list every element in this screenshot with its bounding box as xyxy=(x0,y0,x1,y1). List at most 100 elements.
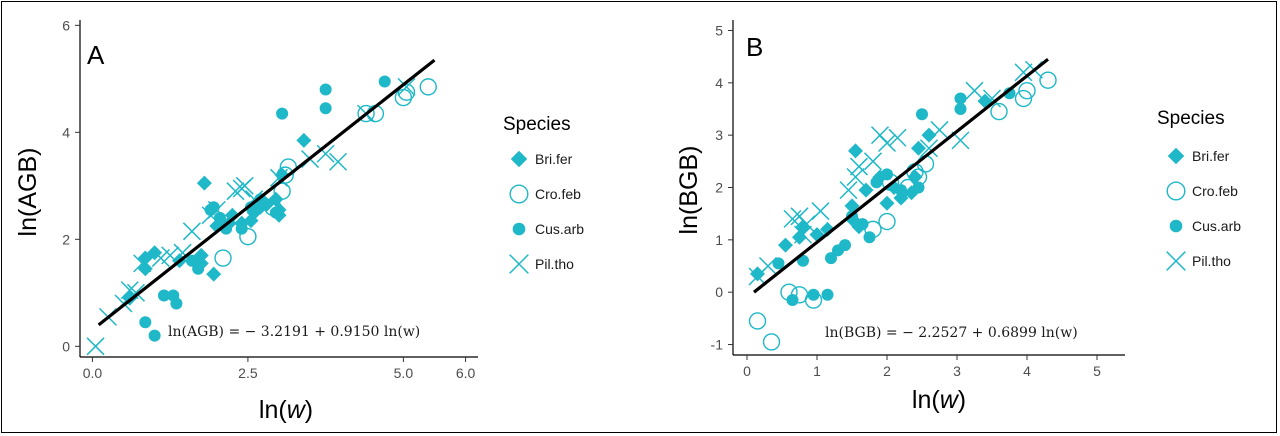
panel-b-point-cro-feb xyxy=(878,212,896,231)
panel-a-point-pil-tho xyxy=(235,176,254,195)
panel-a-marks: 0.0 2.5 5.0 6.0 0 2 4 6 xyxy=(62,17,475,381)
panel-a-point-pil-tho xyxy=(329,152,348,171)
legend-a-label-cro-feb: Cro.feb xyxy=(535,186,581,202)
panel-a-equation: ln(AGB) = − 3.2191 + 0.9150 ln(w) xyxy=(168,324,420,340)
panel-b-x-tick-label: 4 xyxy=(1023,363,1031,379)
panel-b-point-cus-arb xyxy=(839,239,851,252)
panel-b-point-cro-feb xyxy=(1014,89,1033,108)
panel-b-point-cus-arb xyxy=(821,288,834,301)
panel-b-point-cus-arb xyxy=(954,92,967,105)
panel-a-y-tick-label: 4 xyxy=(62,124,70,140)
panel-b-point-pil-tho xyxy=(811,202,830,221)
legend-a-label-bri-fer: Bri.fer xyxy=(535,151,573,167)
panel-a-x-title: ln(w) xyxy=(259,396,313,424)
panel-b-y-tick-label: 0 xyxy=(715,284,723,300)
panel-b-x-tick-label: 5 xyxy=(1093,363,1101,379)
panel-b-point-cro-feb xyxy=(1039,71,1057,89)
panel-a-point-pil-tho xyxy=(161,246,180,265)
panel-a-point-pil-tho xyxy=(316,144,335,163)
panel-a-x-title-w: w xyxy=(287,396,307,424)
panel-a-x-tick-label: 2.5 xyxy=(238,365,258,381)
panel-b-y-tick-label: 5 xyxy=(715,22,723,38)
legend-a-label-cus-arb: Cus.arb xyxy=(535,221,584,237)
panel-b-point-pil-tho xyxy=(965,81,984,100)
panel-b-point-cus-arb xyxy=(772,257,785,270)
panel-b-point-pil-tho xyxy=(863,152,883,171)
legend-a: Species Bri.fer Cro.feb Cus.arb Pil.tho xyxy=(503,114,584,274)
panel-b-y-tick-label: 4 xyxy=(715,75,723,91)
panel-a-point-pil-tho xyxy=(86,337,105,356)
panel-b-x-title: ln(w) xyxy=(912,386,966,414)
panel-a-x-title-prefix: ln( xyxy=(259,396,287,424)
panel-b-point-bri-fer xyxy=(921,127,937,143)
panel-a-x-tick-label: 5.0 xyxy=(394,365,414,381)
panel-b: B ln(w) ln(BGB) ln(BGB) = − 2.2527 + 0.6… xyxy=(675,20,1125,414)
panel-b-point-cro-feb xyxy=(762,333,781,351)
panel-b-fit-line xyxy=(753,58,1049,294)
legend-b-label-bri-fer: Bri.fer xyxy=(1192,148,1230,164)
panel-b-point-pil-tho xyxy=(877,133,897,153)
panel-b-x-tick-label: 0 xyxy=(743,363,751,379)
panel-b-point-pil-tho xyxy=(846,168,865,187)
legend-a-label-pil-tho: Pil.tho xyxy=(535,256,574,272)
panel-b-point-bri-fer xyxy=(820,221,835,237)
panel-b-point-cus-arb xyxy=(912,181,925,194)
panel-a-point-cus-arb xyxy=(157,289,170,302)
legend-b-label-cro-feb: Cro.feb xyxy=(1192,183,1238,199)
legend-b-key-bri-fer xyxy=(1167,147,1185,165)
panel-b-point-bri-fer xyxy=(848,143,863,159)
panel-b-point-pil-tho xyxy=(919,139,939,158)
panel-b-x-title-suffix: ) xyxy=(958,386,966,414)
panel-b-point-cus-arb xyxy=(863,231,876,244)
panel-b-point-cro-feb xyxy=(1018,81,1036,100)
panel-b-point-cus-arb xyxy=(856,218,869,231)
panel-b-equation: ln(BGB) = − 2.2527 + 0.6899 ln(w) xyxy=(825,325,1078,341)
panel-a-point-cus-arb xyxy=(319,83,332,96)
panel-b-point-cus-arb xyxy=(786,294,799,307)
legend-b-key-pil-tho xyxy=(1166,251,1186,271)
panel-a-point-cus-arb xyxy=(276,107,289,120)
panel-b-point-cro-feb xyxy=(990,102,1008,121)
panel-b-point-cus-arb xyxy=(895,184,907,197)
panel-b-marks: 0 1 2 3 4 5 -1 0 1 2 3 4 5 xyxy=(711,22,1102,379)
panel-a-point-pil-tho xyxy=(269,168,289,187)
panel-b-point-cus-arb xyxy=(825,252,837,265)
panel-a-point-cro-feb xyxy=(394,88,413,107)
panel-a-point-pil-tho xyxy=(207,200,226,219)
panel-b-y-tick-label: 2 xyxy=(715,180,723,196)
panel-a-point-cus-arb xyxy=(170,297,183,310)
panel-b-point-pil-tho xyxy=(849,157,869,176)
panel-b-point-cus-arb xyxy=(881,168,893,181)
panel-a-point-cus-arb xyxy=(378,75,391,88)
panel-b-point-bri-fer xyxy=(778,237,793,253)
panel-b-letter: B xyxy=(746,32,763,62)
panel-b-point-bri-fer xyxy=(750,266,765,282)
panel-b-point-pil-tho xyxy=(839,181,858,200)
panel-b-y-tick-label: 1 xyxy=(715,232,723,248)
panel-a-point-bri-fer xyxy=(296,132,312,148)
legend-b-key-cus-arb xyxy=(1169,219,1183,233)
panel-b-point-cus-arb xyxy=(807,288,820,301)
panel-b-x-title-w: w xyxy=(940,386,960,414)
panel-b-y-tick-label: 3 xyxy=(715,127,723,143)
panel-b-point-cus-arb xyxy=(916,108,928,121)
panel-a-point-cus-arb xyxy=(192,262,205,275)
panel-b-x-tick-label: 3 xyxy=(953,363,961,379)
panel-b-point-pil-tho xyxy=(1014,63,1033,82)
panel-b-y-title: ln(BGB) xyxy=(675,146,703,235)
legend-b-key-cro-feb xyxy=(1166,181,1186,201)
panel-a-point-pil-tho xyxy=(133,254,152,273)
panel-b-point-pil-tho xyxy=(758,256,778,276)
panel-a-point-bri-fer xyxy=(196,175,212,191)
panel-b-point-cro-feb xyxy=(748,312,767,330)
panel-a-point-cro-feb xyxy=(239,227,257,246)
panel-b-point-bri-fer xyxy=(879,195,895,211)
panel-a-point-bri-fer xyxy=(206,266,222,282)
panel-a-point-pil-tho xyxy=(397,77,416,96)
panel-a-point-cus-arb xyxy=(235,222,248,235)
panel-a: A ln(w) ln(AGB) ln(AGB) = − 3.2191 + 0.9… xyxy=(14,17,478,424)
panel-b-point-pil-tho xyxy=(982,89,1002,108)
panel-a-point-cus-arb xyxy=(148,329,161,342)
legend-a-key-cus-arb xyxy=(512,222,526,236)
